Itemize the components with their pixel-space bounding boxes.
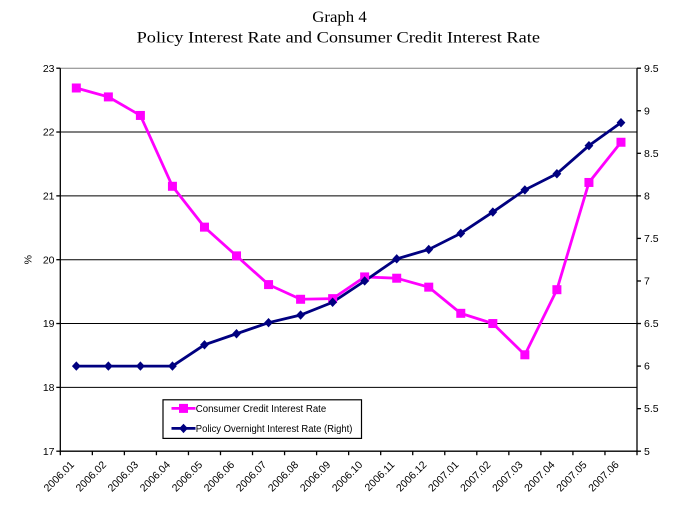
svg-text:7.5: 7.5 (644, 233, 659, 245)
svg-text:%: % (23, 255, 35, 264)
svg-text:20: 20 (43, 254, 55, 266)
svg-text:9: 9 (644, 105, 650, 117)
svg-text:6: 6 (644, 361, 650, 373)
svg-text:23: 23 (43, 63, 55, 75)
svg-text:5: 5 (644, 446, 650, 458)
svg-text:5.5: 5.5 (644, 403, 659, 415)
svg-text:22: 22 (43, 127, 55, 139)
svg-text:18: 18 (43, 382, 55, 394)
svg-text:Consumer Credit Interest Rate: Consumer Credit Interest Rate (196, 404, 326, 415)
svg-text:7: 7 (644, 276, 650, 288)
svg-text:6.5: 6.5 (644, 318, 659, 330)
svg-text:17: 17 (43, 446, 55, 458)
svg-text:8.5: 8.5 (644, 148, 659, 160)
svg-text:9.5: 9.5 (644, 63, 659, 75)
svg-text:Graph 4: Graph 4 (312, 9, 367, 26)
svg-text:Policy Overnight Interest Rate: Policy Overnight Interest Rate (Right) (196, 424, 353, 435)
svg-text:8: 8 (644, 190, 650, 202)
svg-text:Policy Interest Rate and Consu: Policy Interest Rate and Consumer Credit… (137, 30, 541, 47)
svg-text:19: 19 (43, 318, 55, 330)
svg-text:21: 21 (43, 190, 55, 202)
